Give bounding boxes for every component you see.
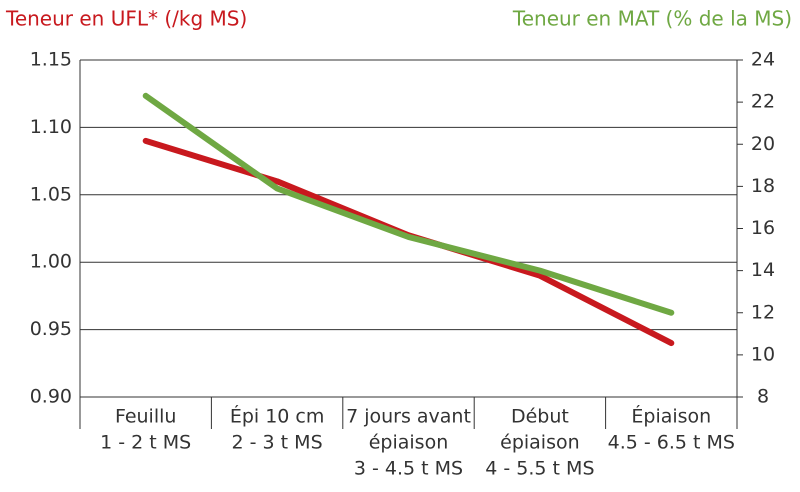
y-axis-title: Teneur en UFL* (/kg MS) [5,7,247,31]
x-tick-label: 3 - 4.5 t MS [354,458,463,480]
y2-axis-title: Teneur en MAT (% de la MS) [512,7,792,31]
y-tick-label: 1.10 [30,116,72,138]
x-tick-label: 4 - 5.5 t MS [485,458,594,480]
y-tick-label: 0.90 [30,386,72,408]
y-tick-label: 1.00 [30,251,72,273]
y2-tick-label: 8 [757,386,769,408]
y2-tick-label: 22 [751,91,775,113]
y-tick-label: 1.15 [30,49,72,71]
x-tick-label: 4.5 - 6.5 t MS [608,432,735,454]
y2-tick-label: 20 [751,133,775,155]
x-tick-label: épiaison [500,432,580,454]
y-tick-label: 1.05 [30,183,72,205]
line-series [142,92,675,316]
y2-tick-label: 10 [751,343,775,365]
x-tick-label: Épi 10 cm [230,405,325,428]
y2-tick-label: 18 [751,175,775,197]
y2-tick-label: 14 [751,259,775,281]
x-tick-label: 1 - 2 t MS [100,432,191,454]
x-tick-label: 2 - 3 t MS [232,432,323,454]
x-tick-label: épiaison [369,432,449,454]
x-tick-label: Épiaison [631,405,711,428]
y2-tick-label: 24 [751,49,775,71]
x-tick-label: 7 jours avant [346,406,471,428]
y-tick-label: 0.95 [30,318,72,340]
line-series [142,137,675,347]
x-tick-label: Feuillu [115,406,177,428]
x-tick-label: Début [511,406,569,428]
y2-tick-label: 16 [751,217,775,239]
y2-tick-label: 12 [751,301,775,323]
